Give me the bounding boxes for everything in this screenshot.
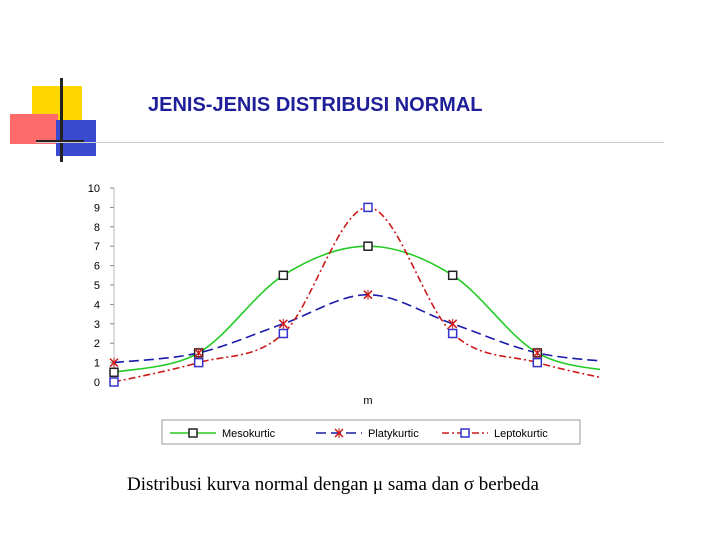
mesokurtic-series-line <box>113 245 600 374</box>
y-tick-label: 10 <box>88 183 100 195</box>
platykurtic-legend-label: Platykurtic <box>368 428 419 440</box>
slide-title: JENIS-JENIS DISTRIBUSI NORMAL <box>148 94 483 116</box>
leptokurtic-point <box>278 328 289 339</box>
deco-red-block <box>10 114 58 144</box>
leptokurtic-point <box>532 357 543 368</box>
deco-horizontal-line <box>36 140 84 143</box>
leptokurtic-legend-label: Leptokurtic <box>494 428 548 440</box>
mesokurtic-legend-marker <box>188 428 198 438</box>
leptokurtic-legend-marker <box>460 428 470 438</box>
platykurtic-point <box>363 289 373 300</box>
y-tick-label: 2 <box>94 338 100 350</box>
chart-legend: Mesokurtic Platykurtic Leptokurtic <box>161 419 581 445</box>
slide-caption: Distribusi kurva normal dengan μ sama da… <box>127 474 539 495</box>
leptokurtic-point <box>363 202 373 213</box>
platykurtic-point <box>109 357 119 368</box>
y-tick-label: 1 <box>94 358 100 370</box>
leptokurtic-point <box>109 377 119 387</box>
platykurtic-point <box>532 347 542 358</box>
legend-box <box>161 419 581 445</box>
mesokurtic-legend-label: Mesokurtic <box>222 428 276 440</box>
title-underline <box>36 142 664 143</box>
distribution-chart: 0 1 2 3 4 5 6 7 8 9 10 m Mesokurtic Platykurtic Lept… <box>88 183 600 445</box>
y-tick-label: 4 <box>94 299 100 311</box>
y-tick-label: 8 <box>94 222 100 234</box>
leptokurtic-point <box>193 357 204 368</box>
platykurtic-point <box>278 318 288 329</box>
platykurtic-point <box>448 318 458 329</box>
platykurtic-legend-marker <box>334 428 344 438</box>
y-tick-label: 3 <box>94 319 100 331</box>
platykurtic-series-line <box>113 293 600 364</box>
mesokurtic-point <box>109 367 119 378</box>
mesokurtic-point <box>278 270 289 281</box>
y-tick-label: 0 <box>94 377 100 389</box>
y-tick-label: 9 <box>94 202 100 214</box>
leptokurtic-point <box>447 328 458 339</box>
mesokurtic-point <box>363 241 373 251</box>
leptokurtic-series-line <box>113 206 600 383</box>
y-tick-label: 5 <box>94 280 100 292</box>
x-axis-label: m <box>363 395 372 407</box>
y-tick-label: 6 <box>94 261 100 273</box>
deco-vertical-line <box>60 78 63 162</box>
mesokurtic-point <box>447 270 458 281</box>
platykurtic-point <box>194 347 204 358</box>
y-tick-label: 7 <box>94 241 100 253</box>
